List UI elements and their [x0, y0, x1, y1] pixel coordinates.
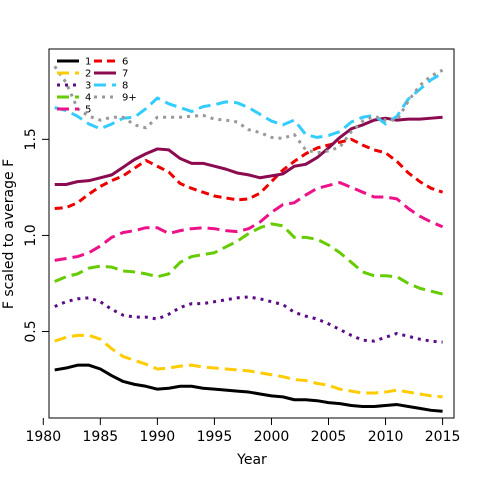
x-tick-label: 1980 — [25, 429, 61, 445]
x-axis-title: Year — [236, 452, 267, 468]
series-line-1 — [54, 363, 443, 413]
y-tick-label: 1.0 — [23, 224, 39, 246]
series-line-6 — [54, 137, 444, 211]
x-tick-label: 2015 — [425, 429, 461, 445]
x-tick-label: 1990 — [140, 429, 176, 445]
y-axis: 0.5 1.0 1.5 — [23, 128, 49, 343]
plot-frame — [48, 48, 455, 419]
x-tick-label: 2000 — [254, 429, 290, 445]
series-layer — [53, 65, 444, 413]
legend-label: 2 — [85, 69, 91, 80]
y-axis-title: F scaled to average F — [1, 159, 17, 309]
series-line-2 — [54, 333, 443, 399]
y-tick-label: 0.5 — [23, 320, 39, 342]
legend-label: 5 — [85, 105, 91, 116]
legend-label: 1 — [85, 57, 91, 68]
series-line-5 — [54, 181, 444, 262]
series-line-3 — [54, 295, 443, 344]
x-tick-label: 2010 — [368, 429, 404, 445]
series-line-8 — [54, 71, 444, 139]
x-axis: 1980 1985 1990 1995 2000 2005 2010 2015 — [25, 418, 460, 445]
legend-label: 7 — [122, 69, 128, 80]
legend-label: 4 — [85, 93, 91, 104]
series-line-9plus — [53, 65, 444, 155]
legend-label: 8 — [122, 81, 128, 92]
legend-label: 9+ — [122, 93, 137, 104]
series-line-7 — [54, 115, 443, 186]
series-line-4 — [54, 222, 443, 296]
y-tick-label: 1.5 — [23, 128, 39, 150]
legend-label: 3 — [85, 81, 91, 92]
x-tick-label: 1985 — [83, 429, 119, 445]
x-tick-label: 2005 — [311, 429, 347, 445]
x-tick-label: 1995 — [197, 429, 233, 445]
legend-label: 6 — [122, 57, 128, 68]
